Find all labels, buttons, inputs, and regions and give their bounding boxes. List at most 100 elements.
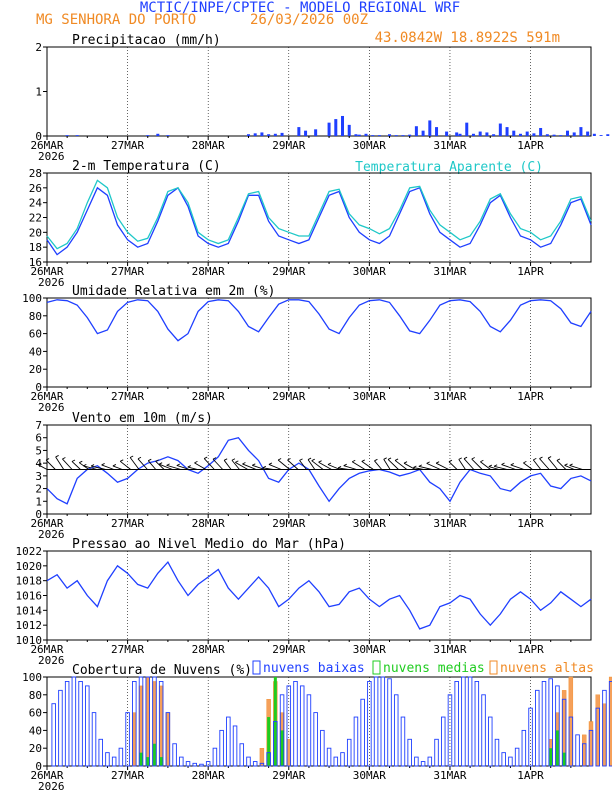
precip-bar: [599, 135, 603, 136]
clouds-xtick-label: 27MAR: [111, 769, 144, 782]
precip-bar: [458, 133, 462, 136]
wind-arrow-head: [62, 457, 66, 460]
temp-legend-label: Temperatura Aparente (C): [355, 160, 543, 175]
temp-ytick-label: 18: [29, 241, 42, 254]
precip-bar: [371, 135, 375, 136]
cloud-bar-low: [212, 747, 218, 767]
temp-xtick-label: 26MAR: [30, 265, 63, 278]
precip-bar: [565, 130, 569, 136]
wind-arrow-head: [204, 456, 208, 459]
precip-bar: [492, 134, 496, 136]
wind-arrow-head: [287, 458, 291, 461]
wind-arrow-head: [45, 458, 50, 461]
wind-arrow-head: [352, 459, 356, 463]
wind-ytick-label: 3: [35, 470, 42, 483]
precip-bar: [388, 134, 392, 136]
wind-arrow-head: [129, 455, 134, 458]
wind-arrow: [38, 464, 48, 470]
cloud-bar-low: [125, 712, 130, 767]
wind-xtick-label: 28MAR: [192, 517, 225, 530]
wind-arrow-head: [343, 463, 347, 467]
wind-arrow: [539, 458, 550, 470]
wind-arrow-head: [311, 458, 315, 462]
precip-bar: [377, 135, 381, 136]
wind-arrow: [501, 464, 516, 470]
wind-arrow: [194, 462, 207, 470]
clouds-xtick-label: 28MAR: [192, 769, 225, 782]
wind-arrow-head: [112, 464, 117, 467]
rh-xtick-label: 28MAR: [192, 390, 225, 403]
wind-arrow: [448, 461, 458, 470]
wind-ytick-label: 2: [35, 483, 42, 496]
cloud-bar-low: [582, 743, 587, 767]
cloud-bar-low: [78, 681, 83, 767]
cloud-bar-low: [145, 676, 150, 767]
clouds-xtick-label: 30MAR: [353, 769, 386, 782]
wind-arrow: [231, 459, 240, 470]
precip-bar: [394, 135, 398, 136]
wind-arrow-head: [547, 456, 552, 459]
precip-bar: [246, 134, 250, 136]
wind-arrow-head: [262, 465, 267, 469]
cloud-bar-mid: [562, 752, 566, 766]
wind-arrow: [155, 461, 165, 470]
cloud-bar-low: [514, 747, 520, 767]
wind-arrow: [403, 462, 416, 470]
precip-bar: [586, 131, 590, 136]
wind-arrow: [471, 458, 483, 470]
wind-ytick-label: 0: [35, 508, 42, 521]
clouds-panel: 0 20 40 60 80 100 26MAR 27MAR 28MAR 29MAR 30MAR 31M…: [22, 663, 612, 792]
cloud-bar-low: [440, 716, 446, 767]
cloud-bar-low: [595, 707, 600, 767]
wind-arrow: [166, 464, 182, 470]
temp-xtick-label: 27MAR: [111, 265, 144, 278]
wind-arrow-head: [383, 457, 387, 460]
wind-arrow-head: [471, 457, 475, 460]
precip-bar: [545, 134, 549, 136]
cloud-bar-low: [239, 743, 245, 767]
wind-xtick-label: 1APR: [517, 517, 544, 530]
run-time: 26/03/2026 00Z: [250, 12, 368, 28]
precip-bar: [518, 133, 522, 136]
precip-bar: [414, 126, 418, 136]
precip-bar: [485, 132, 489, 136]
wind-arrow-head: [337, 466, 342, 469]
cloud-bar-low: [508, 756, 513, 767]
wind-arrow: [418, 465, 433, 470]
wind-arrow: [351, 461, 366, 470]
wind-arrow-head: [187, 465, 191, 468]
precip-bar: [75, 135, 79, 136]
precip-bar: [478, 131, 482, 136]
wind-arrow-head: [137, 456, 142, 460]
cloud-bar-low: [367, 681, 372, 767]
cloud-bar-low: [346, 738, 352, 767]
pres-ytick-label: 1014: [16, 604, 43, 617]
cloud-bar-mid: [549, 748, 553, 766]
wind-title: Vento em 10m (m/s): [72, 411, 213, 426]
legend-swatch-low: [252, 660, 261, 675]
cloud-bar-low: [541, 681, 547, 767]
rh-xtick-label: 29MAR: [272, 390, 305, 403]
precip-bar: [341, 115, 345, 136]
wind-arrow-head: [252, 463, 256, 466]
precip-xtick-label: 26MAR: [30, 139, 63, 152]
precip-panel: 0 1 2 26MAR 27MAR 28MAR 29MAR 30MAR 31MAR 1APR 202…: [30, 33, 610, 163]
wind-arrow: [203, 458, 215, 470]
cloud-bar-low: [85, 685, 90, 767]
cloud-bar-low: [293, 681, 298, 767]
legend-swatch-high: [489, 660, 498, 675]
wind-ytick-label: 7: [35, 419, 42, 432]
cloud-bar-low: [548, 678, 553, 767]
wind-arrow: [55, 456, 65, 470]
legend-label-mid: nuvens medias: [383, 661, 485, 676]
cloud-bar-low: [172, 743, 177, 767]
wind-arrow-head: [38, 462, 42, 466]
clouds-ytick-label: 20: [29, 742, 42, 755]
precip-xtick-label: 28MAR: [192, 139, 225, 152]
precip-bar: [455, 132, 459, 136]
cloud-bar-low: [373, 676, 379, 767]
wind-arrow: [252, 464, 265, 470]
pres-ytick-label: 1020: [16, 560, 43, 573]
